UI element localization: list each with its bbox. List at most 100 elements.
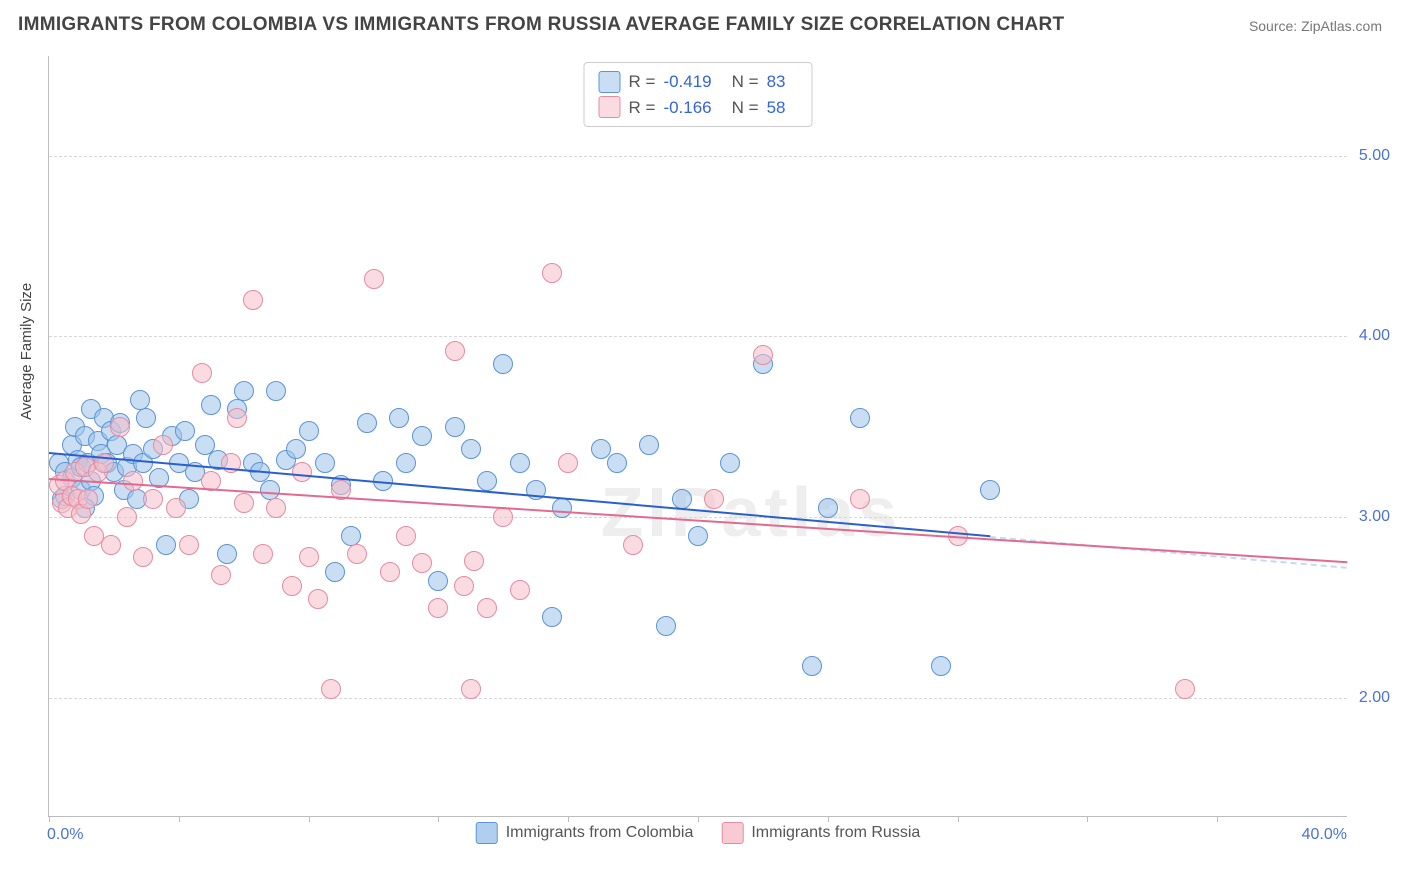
legend-label: Immigrants from Colombia <box>506 824 694 842</box>
x-tick <box>179 816 180 822</box>
x-tick <box>828 816 829 822</box>
data-point <box>931 656 951 676</box>
y-tick-label: 4.00 <box>1359 327 1390 345</box>
data-point <box>704 489 724 509</box>
legend: Immigrants from Colombia Immigrants from … <box>476 822 921 844</box>
data-point <box>428 571 448 591</box>
data-point <box>308 589 328 609</box>
x-tick <box>958 816 959 822</box>
data-point <box>179 535 199 555</box>
gridline <box>49 698 1347 699</box>
data-point <box>477 471 497 491</box>
x-axis-max-label: 40.0% <box>1302 826 1347 844</box>
n-label: N = <box>732 95 759 121</box>
data-point <box>78 489 98 509</box>
trend-line <box>990 536 1347 569</box>
x-tick <box>309 816 310 822</box>
data-point <box>445 417 465 437</box>
stat-row: R =-0.166N =58 <box>599 95 798 121</box>
data-point <box>347 544 367 564</box>
data-point <box>591 439 611 459</box>
data-point <box>130 390 150 410</box>
gridline <box>49 517 1347 518</box>
data-point <box>110 417 130 437</box>
data-point <box>396 526 416 546</box>
data-point <box>292 462 312 482</box>
swatch-icon <box>476 822 498 844</box>
data-point <box>542 263 562 283</box>
data-point <box>720 453 740 473</box>
data-point <box>286 439 306 459</box>
gridline <box>49 336 1347 337</box>
data-point <box>412 426 432 446</box>
x-axis-min-label: 0.0% <box>47 826 83 844</box>
data-point <box>1175 679 1195 699</box>
data-point <box>234 493 254 513</box>
data-point <box>380 562 400 582</box>
y-tick-label: 3.00 <box>1359 508 1390 526</box>
data-point <box>552 498 572 518</box>
n-value: 58 <box>767 95 786 121</box>
data-point <box>493 354 513 374</box>
swatch-icon <box>599 96 621 118</box>
y-axis-label: Average Family Size <box>18 283 35 420</box>
data-point <box>428 598 448 618</box>
data-point <box>510 580 530 600</box>
watermark: ZIPatlas <box>601 472 901 552</box>
data-point <box>802 656 822 676</box>
data-point <box>133 547 153 567</box>
stat-row: R =-0.419N =83 <box>599 69 798 95</box>
r-label: R = <box>629 69 656 95</box>
data-point <box>153 435 173 455</box>
data-point <box>117 507 137 527</box>
data-point <box>558 453 578 473</box>
data-point <box>260 480 280 500</box>
data-point <box>461 439 481 459</box>
swatch-icon <box>721 822 743 844</box>
data-point <box>607 453 627 473</box>
data-point <box>175 421 195 441</box>
chart-plot-area: ZIPatlas R =-0.419N =83R =-0.166N =58 Im… <box>48 56 1347 817</box>
data-point <box>253 544 273 564</box>
x-tick <box>1217 816 1218 822</box>
data-point <box>818 498 838 518</box>
data-point <box>341 526 361 546</box>
trend-line <box>49 478 1347 563</box>
data-point <box>656 616 676 636</box>
x-tick <box>1087 816 1088 822</box>
r-value: -0.419 <box>663 69 711 95</box>
data-point <box>166 498 186 518</box>
legend-item: Immigrants from Russia <box>721 822 920 844</box>
data-point <box>266 381 286 401</box>
x-tick <box>49 816 50 822</box>
data-point <box>493 507 513 527</box>
data-point <box>477 598 497 618</box>
data-point <box>753 345 773 365</box>
data-point <box>672 489 692 509</box>
data-point <box>243 290 263 310</box>
data-point <box>623 535 643 555</box>
source-label: Source: ZipAtlas.com <box>1249 18 1382 34</box>
stats-box: R =-0.419N =83R =-0.166N =58 <box>584 62 813 127</box>
legend-label: Immigrants from Russia <box>751 824 920 842</box>
data-point <box>357 413 377 433</box>
r-value: -0.166 <box>663 95 711 121</box>
data-point <box>299 421 319 441</box>
n-value: 83 <box>767 69 786 95</box>
data-point <box>445 341 465 361</box>
data-point <box>639 435 659 455</box>
x-tick <box>568 816 569 822</box>
data-point <box>234 381 254 401</box>
data-point <box>315 453 335 473</box>
data-point <box>143 489 163 509</box>
gridline <box>49 156 1347 157</box>
data-point <box>266 498 286 518</box>
y-tick-label: 5.00 <box>1359 147 1390 165</box>
data-point <box>325 562 345 582</box>
chart-title: IMMIGRANTS FROM COLOMBIA VS IMMIGRANTS F… <box>18 14 1064 36</box>
data-point <box>227 408 247 428</box>
data-point <box>461 679 481 699</box>
data-point <box>321 679 341 699</box>
data-point <box>850 489 870 509</box>
data-point <box>123 471 143 491</box>
